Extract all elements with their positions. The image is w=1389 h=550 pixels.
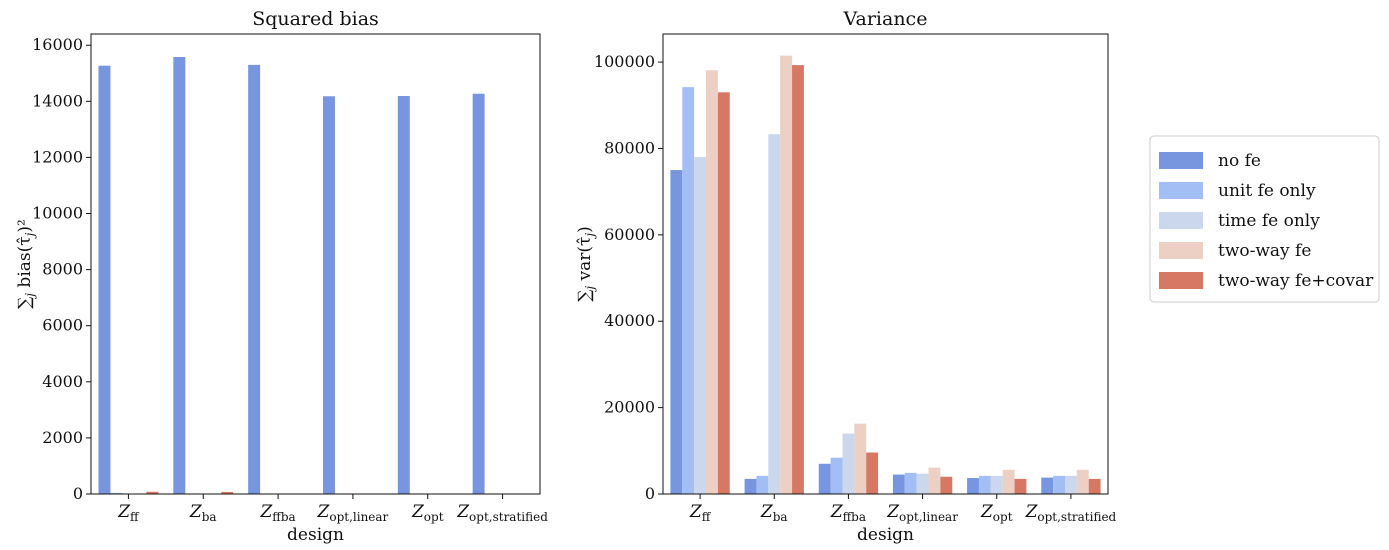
bar-two-way-fe-6 [1076,469,1089,494]
x-tick-label: Zopt [980,502,1013,524]
legend-swatch [1159,272,1203,289]
x-tick-label: Zba [189,502,217,524]
y-tick-label: 8000 [42,260,83,279]
x-axis-label: design [287,525,344,545]
y-tick-label: 2000 [42,428,83,447]
y-tick-label: 14000 [32,91,83,110]
bar-unit-fe-only-1 [110,492,123,494]
y-tick-label: 80000 [604,138,655,157]
bar-no-fe-1 [98,65,111,494]
x-tick-label: Zffba [259,502,295,524]
legend-label: two-way fe+covar [1218,271,1374,291]
legend-label: unit fe only [1218,181,1316,201]
bar-two-way-fe-1 [706,70,718,495]
bar-no-fe-3 [248,64,261,494]
x-tick-label: Zba [760,502,788,524]
bar-two-way-fe-2 [780,55,793,494]
bar-unit-fe-only-5 [978,475,991,494]
legend-box [1149,135,1380,303]
y-tick-label: 0 [73,484,83,503]
plot-frame [662,33,1109,495]
bar-time-fe-only-1 [694,157,707,495]
legend-label: no fe [1218,151,1261,171]
bar-time-fe-only-6 [1064,475,1077,494]
y-tick-label: 20000 [604,398,655,417]
x-tick-label: Zopt,stratified [1025,502,1117,524]
chart-title: Squared bias [252,8,379,30]
bar-two-way-fe-4 [928,467,941,494]
chart-panel-1: Squared bias 0 2000 4000 6000 8000 10000 12000 1… [15,8,548,545]
x-tick-label: Zffba [830,502,866,524]
bar-two-way-fe-covar-2 [221,491,234,494]
bar-no-fe-6 [1041,477,1054,494]
bar-two-way-fe-5 [1002,469,1015,494]
bar-no-fe-3 [818,463,831,494]
legend-swatch [1159,152,1203,169]
plot-frame [90,33,541,495]
bar-time-fe-only-3 [842,433,855,494]
bar-no-fe-2 [744,478,757,494]
bar-unit-fe-only-4 [904,472,917,494]
bar-no-fe-1 [670,170,683,494]
legend-swatch [1159,242,1203,259]
y-tick-label: 100000 [594,52,655,71]
bar-two-way-fe-covar-2 [792,65,804,494]
x-tick-label: Zopt,linear [317,502,389,524]
y-tick-label: 0 [645,484,655,503]
legend: no fe unit fe only time fe only two-way fe t… [1149,135,1380,303]
y-tick-label: 16000 [32,35,83,54]
y-tick-label: 40000 [604,311,655,330]
x-tick-label: Zff [689,502,712,524]
bar-two-way-fe-covar-1 [717,92,730,494]
x-tick-label: Zff [117,502,140,524]
x-tick-label: Zopt,linear [886,502,958,524]
bar-no-fe-4 [892,474,905,494]
bar-two-way-fe-covar-1 [146,491,159,494]
bar-two-way-fe-3 [854,423,867,494]
bar-unit-fe-only-2 [756,475,769,494]
x-tick-label: Zopt [411,502,444,524]
legend-label: two-way fe [1218,241,1311,261]
bar-unit-fe-only-6 [1053,475,1065,494]
bar-two-way-fe-covar-6 [1088,478,1101,494]
bar-unit-fe-only-1 [682,87,695,494]
y-tick-label: 4000 [42,372,83,391]
legend-label: time fe only [1218,211,1320,231]
bar-no-fe-5 [967,478,979,494]
bar-two-way-fe-covar-4 [940,476,953,494]
y-tick-label: 60000 [604,225,655,244]
bar-no-fe-6 [472,93,485,495]
bar-unit-fe-only-3 [830,457,843,494]
y-axis-label: ∑j var(τ̂j) [575,226,597,302]
y-tick-label: 12000 [32,147,83,166]
x-axis-label: design [857,525,914,545]
y-tick-label: 6000 [42,316,83,335]
bar-two-way-fe-covar-3 [866,452,879,494]
bar-time-fe-only-2 [768,134,781,494]
y-tick-label: 10000 [32,204,83,223]
bar-two-way-fe-covar-5 [1014,478,1027,494]
bar-no-fe-4 [322,96,335,494]
chart-title: Variance [843,8,928,30]
bar-time-fe-only-5 [990,475,1003,494]
bar-no-fe-2 [173,57,186,494]
legend-swatch [1159,212,1203,229]
y-axis-label: ∑j bias(τ̂j)² [15,219,37,309]
legend-swatch [1159,182,1203,199]
x-tick-label: Zopt,stratified [456,502,548,524]
chart-panel-2: Variance 0 20000 40000 60000 80000 100000 Zff Zb… [575,8,1117,545]
bar-no-fe-5 [397,95,410,495]
bar-time-fe-only-4 [916,473,929,494]
